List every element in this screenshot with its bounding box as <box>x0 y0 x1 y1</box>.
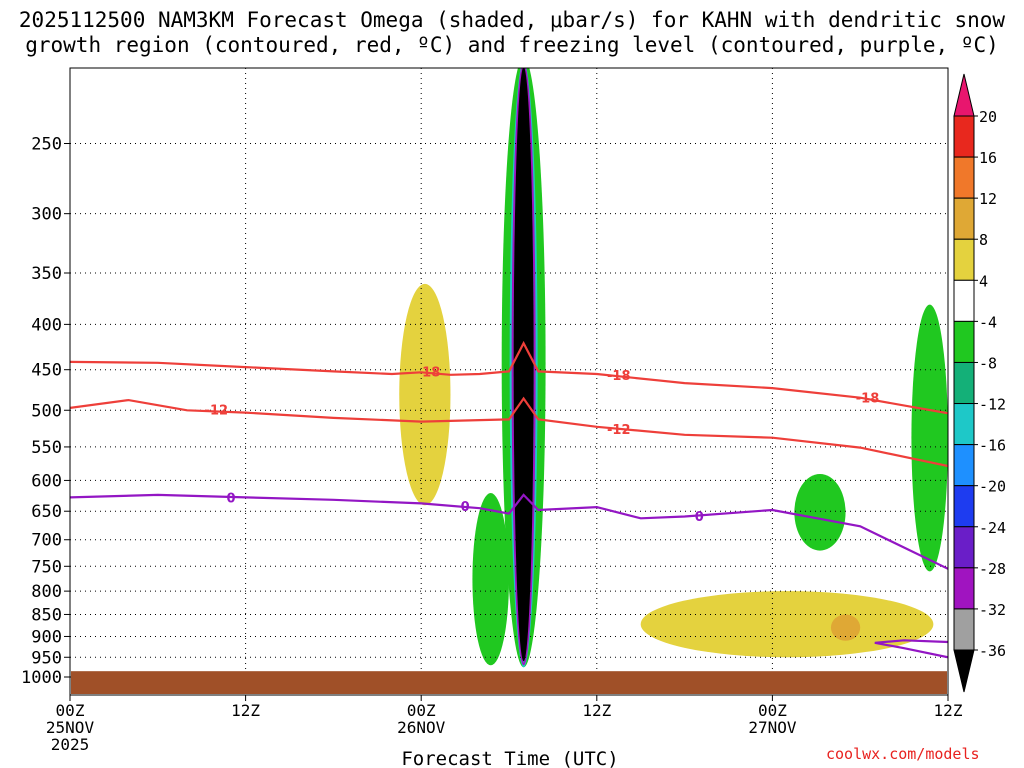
contour-label: -18 <box>856 392 880 407</box>
colorbar-label: 8 <box>979 231 988 249</box>
x-tick-label-60-0: 12Z <box>934 701 963 720</box>
colorbar-swatch-11 <box>953 567 975 610</box>
contour-label: -18 <box>417 365 441 380</box>
x-axis-label: Forecast Time (UTC) <box>401 748 618 768</box>
ground-layer <box>71 671 947 694</box>
colorbar-swatch-2 <box>953 197 975 240</box>
omega-region-6 <box>399 283 451 506</box>
chart-title-line-1: 2025112500 NAM3KM Forecast Omega (shaded… <box>18 8 1006 32</box>
colorbar-swatch-8 <box>953 444 975 487</box>
y-tick-label-400: 400 <box>31 315 62 335</box>
y-tick-label-550: 550 <box>31 438 62 458</box>
colorbar-label: -24 <box>979 519 1006 537</box>
x-tick-label-12-0: 12Z <box>231 701 260 720</box>
contour-lines: -18 -18 -18 -12 -12 0 0 0 <box>70 340 948 659</box>
colorbar-label: -20 <box>979 478 1006 496</box>
contour-line-2 <box>70 493 948 570</box>
contour-label: 0 <box>695 510 704 525</box>
colorbar-label: 12 <box>979 190 997 208</box>
contour-label: -18 <box>607 369 631 384</box>
x-tick-label-24-0: 00Z <box>407 701 436 720</box>
y-tick-label-750: 750 <box>31 557 62 577</box>
y-tick-label-950: 950 <box>31 648 62 668</box>
omega-shading <box>399 68 948 668</box>
contour-label: 0 <box>226 491 235 506</box>
contour-label: 0 <box>461 500 470 515</box>
contour-label: -12 <box>607 423 631 438</box>
colorbar-label: -4 <box>979 313 997 331</box>
colorbar-swatch-12 <box>953 608 975 651</box>
colorbar-label: 4 <box>979 272 988 290</box>
y-tick-label-800: 800 <box>31 582 62 602</box>
colorbar-label: -36 <box>979 642 1006 660</box>
x-tick-label-0-1: 25NOV <box>46 718 95 737</box>
omega-region-2 <box>472 493 510 666</box>
chart-title-line-2: growth region (contoured, red, ºC) and f… <box>25 33 999 57</box>
x-tick-label-36-0: 12Z <box>582 701 611 720</box>
y-tick-label-850: 850 <box>31 605 62 625</box>
colorbar: 20 16 12 8 4 -4 -8 -12 -16 -20 -24 -28 -32 -36 <box>953 73 1006 693</box>
colorbar-label: -28 <box>979 560 1006 578</box>
colorbar-label: 16 <box>979 149 997 167</box>
credit-link[interactable]: coolwx.com/models <box>826 745 980 763</box>
colorbar-swatch-7 <box>953 403 975 446</box>
colorbar-label: -32 <box>979 601 1006 619</box>
x-tick-label-48-1: 27NOV <box>748 718 797 737</box>
contour-line-3 <box>874 639 948 659</box>
colorbar-swatch-10 <box>953 526 975 569</box>
colorbar-label: -12 <box>979 396 1006 414</box>
colorbar-swatch-9 <box>953 485 975 528</box>
colorbar-label: -8 <box>979 354 997 372</box>
colorbar-swatch-4 <box>953 279 975 322</box>
y-tick-label-700: 700 <box>31 531 62 551</box>
contour-label: -12 <box>205 403 229 418</box>
colorbar-label: 20 <box>979 108 997 126</box>
y-tick-label-600: 600 <box>31 471 62 491</box>
colorbar-swatch-5 <box>953 320 975 363</box>
omega-region-4 <box>794 473 846 551</box>
colorbar-swatch-0 <box>953 115 975 158</box>
y-tick-label-450: 450 <box>31 361 62 381</box>
y-tick-label-1000: 1000 <box>21 668 62 688</box>
y-tick-label-250: 250 <box>31 135 62 155</box>
x-tick-label-48-0: 00Z <box>758 701 787 720</box>
omega-region-7 <box>830 614 861 641</box>
ground-fill <box>71 671 947 694</box>
x-tick-label-0-2: 2025 <box>51 735 90 754</box>
x-tick-label-24-1: 26NOV <box>397 718 446 737</box>
y-tick-label-650: 650 <box>31 502 62 522</box>
omega-region-3 <box>911 304 948 572</box>
colorbar-swatch-6 <box>953 361 975 405</box>
contour-line-0 <box>70 340 948 415</box>
colorbar-label: -16 <box>979 437 1006 455</box>
colorbar-swatch-1 <box>953 156 975 199</box>
omega-core <box>513 68 534 662</box>
omega-region-5 <box>640 591 934 658</box>
y-axis-ticks: 2503003504004505005506006507007508008509… <box>21 135 70 688</box>
x-tick-label-0-0: 00Z <box>56 701 85 720</box>
colorbar-swatch-3 <box>953 238 975 281</box>
colorbar-bottom-arrow <box>953 649 975 693</box>
colorbar-top-arrow <box>953 73 975 117</box>
y-tick-label-300: 300 <box>31 205 62 225</box>
y-tick-label-500: 500 <box>31 401 62 421</box>
plot-frame <box>69 67 949 696</box>
y-tick-label-900: 900 <box>31 627 62 647</box>
y-tick-label-350: 350 <box>31 264 62 284</box>
contour-line-1 <box>70 396 948 468</box>
